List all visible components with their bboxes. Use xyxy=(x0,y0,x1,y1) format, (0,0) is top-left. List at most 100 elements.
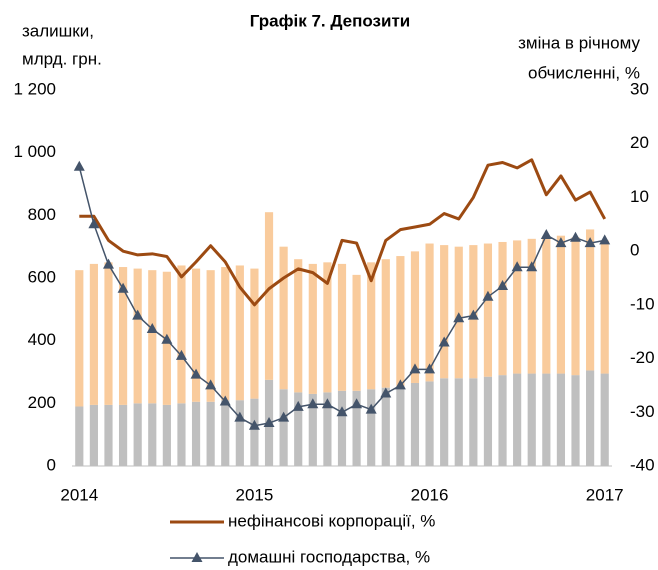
bar xyxy=(250,398,259,466)
y2-tick-label: -10 xyxy=(630,294,655,313)
marker xyxy=(570,231,582,242)
y-tick-label: 800 xyxy=(28,205,56,224)
bar xyxy=(279,389,288,466)
bar xyxy=(454,378,463,466)
bar xyxy=(469,378,478,466)
marker xyxy=(511,261,523,272)
y2-axis-title: зміна в річному xyxy=(518,33,640,52)
bar xyxy=(75,406,84,466)
x-tick-label: 2016 xyxy=(411,485,449,504)
bar xyxy=(89,263,98,405)
bar xyxy=(264,212,274,380)
y2-axis-title: обчисленні, % xyxy=(528,63,640,82)
marker xyxy=(526,261,538,272)
marker xyxy=(278,411,290,422)
bar xyxy=(498,375,507,466)
marker xyxy=(453,312,465,323)
y-tick-label: 400 xyxy=(28,330,56,349)
y2-tick-label: 30 xyxy=(630,79,649,98)
bar xyxy=(323,392,332,466)
bar xyxy=(381,387,390,466)
bar xyxy=(118,267,128,405)
marker xyxy=(175,349,187,360)
line xyxy=(79,158,607,307)
bar xyxy=(425,381,434,466)
bar xyxy=(177,265,186,404)
bar xyxy=(352,274,361,391)
bar xyxy=(308,393,317,466)
bar xyxy=(483,243,493,377)
x-tick-label: 2017 xyxy=(586,485,624,504)
y2-tick-label: -40 xyxy=(630,455,655,474)
bar xyxy=(294,392,303,466)
bar xyxy=(148,270,157,404)
marker xyxy=(321,398,333,409)
bar xyxy=(148,403,157,466)
x-tick-label: 2014 xyxy=(60,485,98,504)
bar xyxy=(221,267,230,401)
bar xyxy=(571,375,580,466)
legend-marker xyxy=(191,552,203,562)
y-tick-label: 200 xyxy=(28,393,56,412)
marker xyxy=(497,280,509,291)
bar xyxy=(600,240,609,374)
marker xyxy=(292,400,304,411)
y2-tick-label: 20 xyxy=(630,133,649,152)
bar xyxy=(250,268,259,399)
marker xyxy=(467,309,479,320)
y2-tick-label: -20 xyxy=(630,348,655,367)
marker xyxy=(132,309,144,320)
bar xyxy=(542,237,551,374)
bar xyxy=(89,404,98,466)
bar xyxy=(498,241,507,376)
bar xyxy=(177,403,186,466)
y2-tick-label: -30 xyxy=(630,402,655,421)
bar xyxy=(425,243,434,382)
bar xyxy=(513,373,522,466)
bar xyxy=(381,259,390,388)
marker xyxy=(219,395,231,406)
bar xyxy=(440,245,449,379)
bar xyxy=(586,229,595,371)
marker xyxy=(161,333,173,344)
bar xyxy=(206,401,215,466)
bar xyxy=(542,373,551,466)
y-axis-title: залишки, xyxy=(22,21,94,40)
bar xyxy=(352,390,361,466)
marker xyxy=(205,379,217,390)
marker xyxy=(599,234,611,245)
legend-label: домашні господарства, % xyxy=(228,547,430,566)
bar xyxy=(75,270,84,407)
bar xyxy=(410,251,420,383)
bar xyxy=(556,373,566,466)
bar xyxy=(133,403,142,466)
bar xyxy=(586,370,595,466)
marker xyxy=(540,229,552,240)
bar xyxy=(396,386,405,466)
bar xyxy=(440,378,449,466)
y-tick-label: 600 xyxy=(28,267,56,286)
bar xyxy=(104,262,113,405)
marker xyxy=(117,282,129,293)
marker xyxy=(365,403,377,414)
marker xyxy=(88,218,100,229)
bar xyxy=(396,256,405,387)
bar xyxy=(133,268,142,404)
bar xyxy=(367,262,376,390)
bar xyxy=(191,268,201,402)
bar xyxy=(600,373,609,466)
marker xyxy=(351,398,363,409)
bar xyxy=(104,404,113,466)
marker xyxy=(146,323,158,334)
marker xyxy=(409,363,421,374)
marker xyxy=(394,379,406,390)
marker xyxy=(584,237,596,248)
bar xyxy=(118,404,128,466)
marker xyxy=(380,387,392,398)
y-axis-title: млрд. грн. xyxy=(22,49,102,68)
marker xyxy=(248,419,260,430)
y2-tick-label: 10 xyxy=(630,187,649,206)
bar xyxy=(191,401,201,466)
bar xyxy=(235,400,244,466)
